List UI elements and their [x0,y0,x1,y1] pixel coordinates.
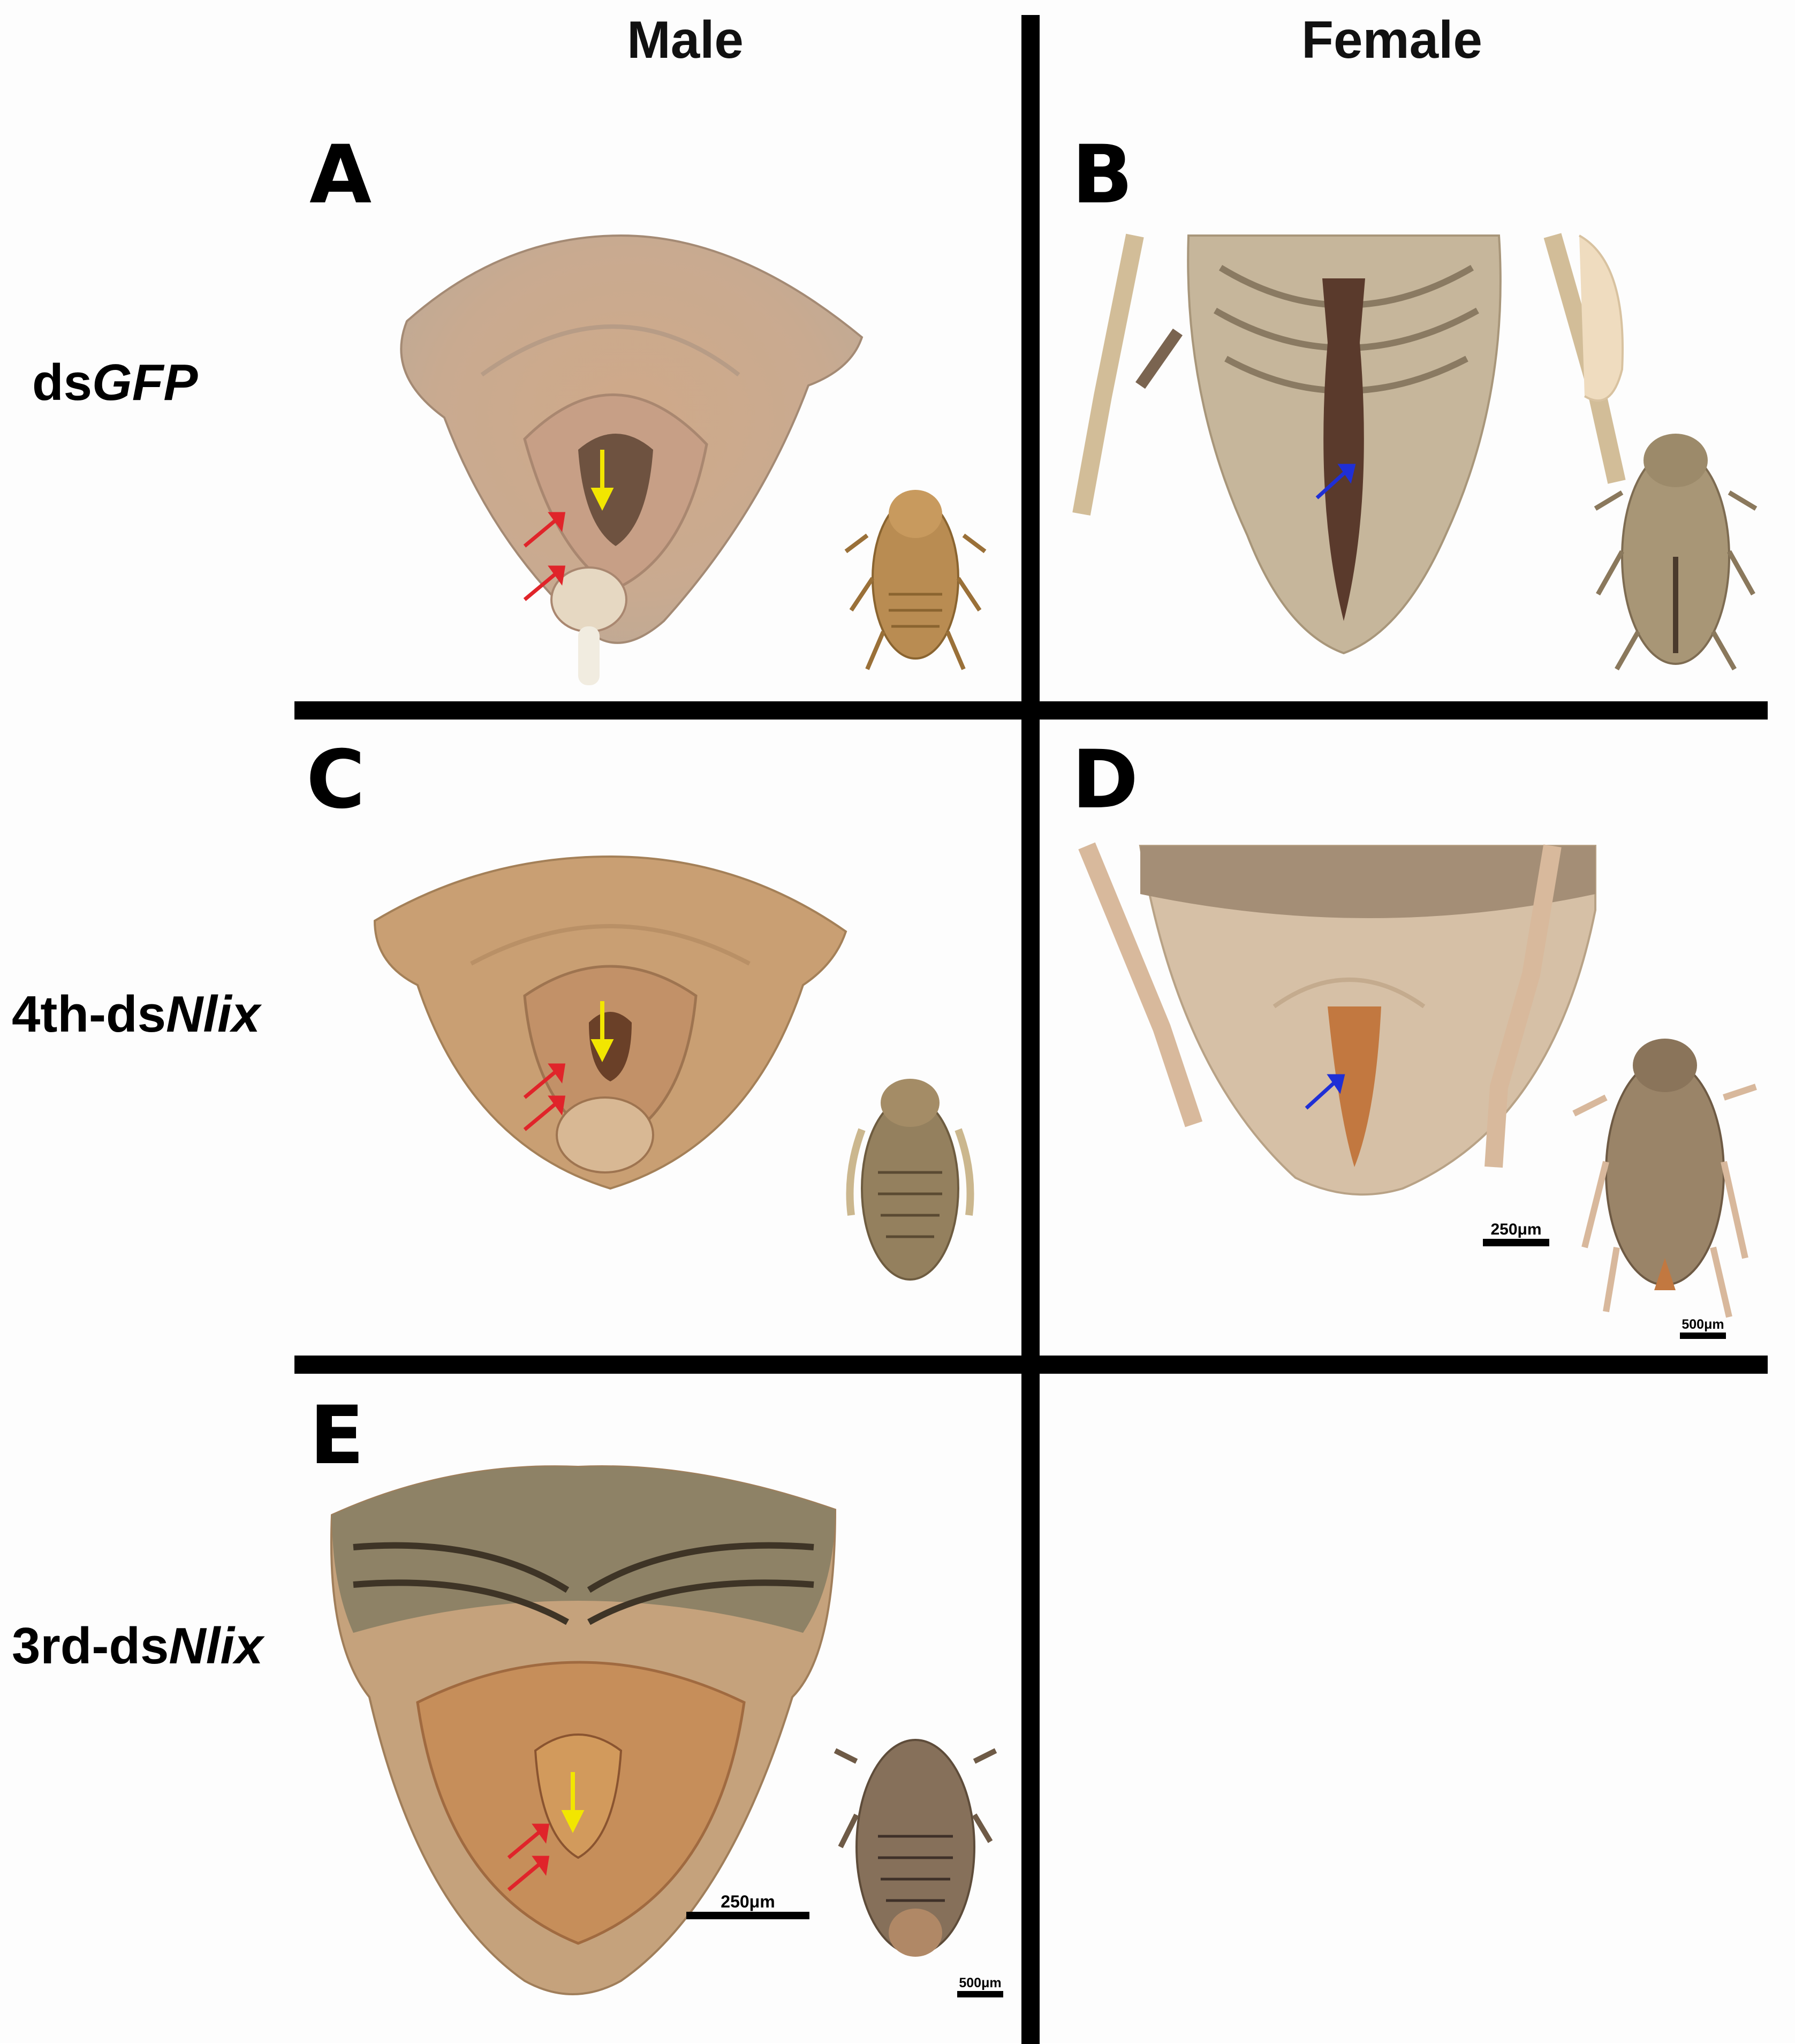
panel-letter-a: A [309,128,372,222]
panel-d-whole-insect-photo [1572,1039,1757,1318]
yellow-arrow [590,450,614,511]
scale-bar-label: 500μm [1682,1317,1724,1332]
panel-letter-e: E [309,1389,365,1482]
scale-bar-line [686,1912,809,1919]
panel-letter-b: B [1072,128,1133,222]
horizontal-divider-top [294,701,1768,720]
row-label-gene: Nlix [166,986,261,1043]
scale-bar-label: 500μm [959,1975,1002,1990]
panel-letter-d: D [1072,733,1139,827]
red-arrow-upper [523,512,566,548]
yellow-arrow [561,1772,585,1833]
horizontal-divider-bottom [294,1356,1768,1374]
row-label-dsgfp: dsGFP [32,353,198,412]
red-arrow-upper [507,1823,550,1859]
panel-d-genitalia-photo [1078,842,1596,1196]
scale-bar-label: 250μm [721,1892,775,1911]
yellow-arrow [590,1001,614,1062]
panel-e-whole-insect-photo [834,1739,997,1957]
panel-e-genitalia-photo [330,1465,837,1995]
panel-a-genitalia-photo [400,234,864,685]
panel-e-whole-scale-bar: 500μm [957,1975,1003,1997]
row-label-gene: GFP [92,354,198,411]
blue-arrow [1315,464,1356,499]
panel-d-genitalia-scale-bar: 250μm [1483,1221,1549,1246]
blue-arrow [1305,1074,1345,1110]
panel-c-whole-insect-photo [846,1079,974,1281]
panel-e-genitalia-scale-bar: 250μm [686,1892,809,1919]
scale-bar-line [1483,1239,1549,1246]
row-label-4th-dsnlix: 4th-dsNlix [12,985,260,1044]
red-arrow-lower [523,565,566,601]
red-arrow-upper [523,1063,566,1099]
panel-letter-c: C [306,733,366,827]
column-header-male: Male [627,10,744,69]
row-label-prefix: 3rd-ds [12,1617,169,1675]
panel-a-whole-insect-photo [844,490,987,670]
column-header-female: Female [1301,10,1482,69]
panel-b-genitalia-photo [1072,233,1626,655]
red-arrow-lower [523,1095,566,1131]
row-label-gene: Nlix [169,1617,263,1675]
red-arrow-lower [507,1856,550,1891]
row-label-3rd-dsnlix: 3rd-dsNlix [12,1617,263,1676]
scale-bar-line [1680,1333,1726,1339]
scale-bar-label: 250μm [1490,1221,1542,1238]
vertical-divider [1021,15,1040,2044]
panel-b-whole-insect-photo [1594,434,1758,671]
scale-bar-line [957,1991,1003,1997]
row-label-prefix: ds [32,354,93,411]
panel-c-genitalia-photo [373,855,847,1190]
row-label-prefix: 4th-ds [12,986,166,1043]
panel-d-whole-scale-bar: 500μm [1680,1317,1726,1339]
